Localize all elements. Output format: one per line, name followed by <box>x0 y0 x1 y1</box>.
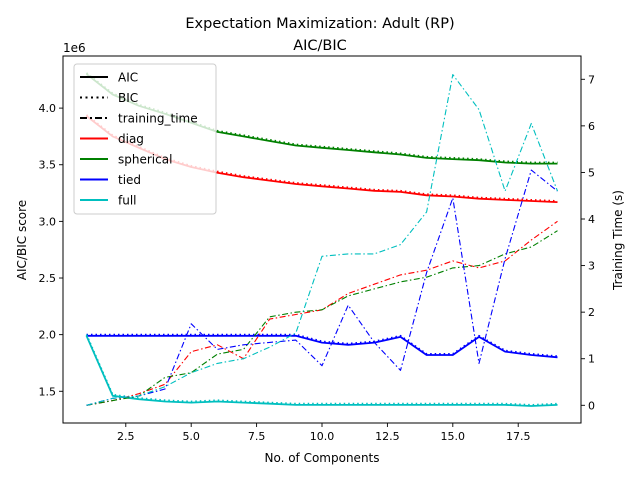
chart-subtitle: AIC/BIC <box>293 38 347 54</box>
y-axis-right: 0 1 2 3 4 5 6 7 <box>581 73 595 412</box>
legend-label-diag: diag <box>118 132 144 146</box>
chart-title: Expectation Maximization: Adult (RP) <box>185 16 454 32</box>
series-line-full-aic <box>85 335 558 407</box>
x-tick-label: 15.0 <box>441 430 466 443</box>
y2-tick-label: 5 <box>588 166 595 179</box>
series-line-tied-bic <box>86 333 558 358</box>
legend-label-spherical: spherical <box>118 153 172 167</box>
series-line-full-bic <box>85 334 558 406</box>
y-tick-label: 3.5 <box>39 159 57 172</box>
x-tick-label: 2.5 <box>117 430 135 443</box>
y-tick-label: 3.0 <box>39 215 57 228</box>
series-line-tied-training-time <box>86 169 558 406</box>
x-tick-label: 5.0 <box>182 430 200 443</box>
y2-tick-label: 3 <box>588 260 595 273</box>
y-tick-label: 1.5 <box>39 385 57 398</box>
y-axis-left: 1.5 2.0 2.5 3.0 3.5 4.0 <box>39 102 63 398</box>
y-tick-label: 2.0 <box>39 329 57 342</box>
y2-tick-label: 4 <box>588 213 595 226</box>
legend-label-bic: BIC <box>118 91 138 105</box>
y-offset-label: 1e6 <box>63 41 86 55</box>
x-tick-label: 10.0 <box>310 430 335 443</box>
legend-label-full: full <box>118 194 137 208</box>
y2-tick-label: 0 <box>588 399 595 412</box>
x-tick-label: 12.5 <box>375 430 400 443</box>
legend-label-tied: tied <box>118 173 141 187</box>
y-tick-label: 2.5 <box>39 272 57 285</box>
y2-tick-label: 2 <box>588 306 595 319</box>
legend-label-training-time: training_time <box>118 112 198 126</box>
series-line-tied-aic <box>86 334 558 359</box>
series-line-full-training-time <box>86 74 559 406</box>
legend-box <box>73 63 217 215</box>
x-axis: 2.5 5.0 7.5 10.0 12.5 15.0 17.5 <box>117 423 530 443</box>
y-axis-label: AIC/BIC score <box>15 200 29 280</box>
y-tick-label: 4.0 <box>39 102 57 115</box>
training-time-lines <box>86 74 559 406</box>
y2-tick-label: 1 <box>588 353 595 366</box>
y2-axis-label: Training Time (s) <box>611 190 625 291</box>
y2-tick-label: 6 <box>588 120 595 133</box>
x-tick-label: 17.5 <box>506 430 531 443</box>
x-axis-label: No. of Components <box>264 451 379 465</box>
y2-tick-label: 7 <box>588 73 595 86</box>
x-tick-label: 7.5 <box>248 430 266 443</box>
series-line-spherical-training-time <box>86 230 558 406</box>
legend-label-aic: AIC <box>118 71 138 85</box>
